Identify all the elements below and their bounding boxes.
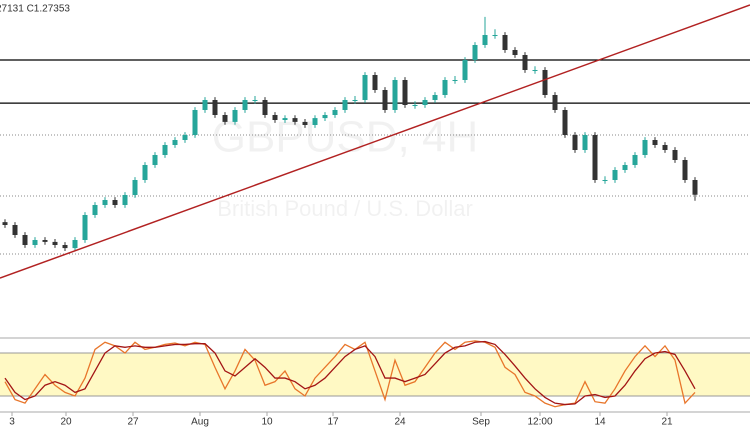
candle-body bbox=[662, 145, 668, 150]
x-tick-label: 12:00 bbox=[527, 417, 552, 428]
candle-body bbox=[222, 115, 228, 122]
candle-body bbox=[452, 80, 458, 81]
x-tick-label: 17 bbox=[327, 417, 339, 428]
candle-body bbox=[162, 145, 168, 155]
candle-body bbox=[692, 180, 698, 195]
watermark-subtitle: British Pound / U.S. Dollar bbox=[217, 196, 473, 221]
candle-body bbox=[682, 160, 688, 180]
candle-body bbox=[502, 35, 508, 50]
candle-body bbox=[42, 240, 48, 242]
x-tick-label: Aug bbox=[191, 417, 209, 428]
candle-body bbox=[192, 110, 198, 135]
candle-body bbox=[492, 35, 498, 36]
candle-body bbox=[582, 135, 588, 150]
candle-body bbox=[82, 215, 88, 240]
candle-body bbox=[652, 140, 658, 145]
candle-body bbox=[2, 222, 8, 225]
stoch-line bbox=[4, 340, 696, 408]
x-tick-label: 24 bbox=[394, 417, 406, 428]
candle-body bbox=[132, 180, 138, 195]
x-tick-label: 20 bbox=[60, 417, 72, 428]
candle-body bbox=[32, 240, 38, 245]
stoch-line bbox=[4, 340, 696, 406]
candle-body bbox=[122, 195, 128, 205]
candle-body bbox=[292, 118, 298, 122]
candle-body bbox=[352, 100, 358, 101]
watermark: GBPUSD, 4H bbox=[212, 113, 479, 162]
candle-body bbox=[342, 100, 348, 110]
candle-body bbox=[102, 200, 108, 205]
band bbox=[0, 353, 750, 396]
candle-body bbox=[632, 155, 638, 165]
candle-body bbox=[252, 100, 258, 101]
candle-body bbox=[302, 121, 308, 125]
candle-body bbox=[62, 245, 68, 249]
ohlc-header: 27131 C1.27353 bbox=[0, 4, 70, 15]
candle-body bbox=[622, 165, 628, 170]
candle-body bbox=[522, 55, 528, 70]
candle-body bbox=[212, 100, 218, 115]
candle-body bbox=[22, 235, 28, 245]
candle-body bbox=[562, 110, 568, 135]
candle-body bbox=[52, 241, 58, 245]
candle-body bbox=[392, 80, 398, 110]
candle-body bbox=[332, 110, 338, 115]
candle-body bbox=[412, 105, 418, 106]
candle-body bbox=[172, 140, 178, 145]
candle-body bbox=[372, 75, 378, 90]
candle-body bbox=[272, 115, 278, 120]
x-tick-label: Sep bbox=[472, 417, 490, 428]
candle-body bbox=[362, 75, 368, 100]
candle-body bbox=[242, 100, 248, 110]
candle-body bbox=[572, 135, 578, 150]
candle-body bbox=[542, 70, 548, 95]
x-tick-label: 27 bbox=[127, 417, 139, 428]
x-tick-label: 3 bbox=[9, 417, 15, 428]
candle-body bbox=[312, 118, 318, 125]
x-tick-label: 14 bbox=[594, 417, 606, 428]
candle-body bbox=[462, 60, 468, 80]
candle-body bbox=[602, 180, 608, 181]
candle-body bbox=[382, 90, 388, 110]
candle-body bbox=[422, 100, 428, 105]
candle-body bbox=[432, 95, 438, 100]
candle-body bbox=[612, 170, 618, 180]
candle-body bbox=[472, 45, 478, 60]
candle-body bbox=[142, 165, 148, 180]
candle-body bbox=[532, 70, 538, 71]
candle-body bbox=[182, 135, 188, 140]
candle-body bbox=[152, 155, 158, 165]
candle-body bbox=[262, 100, 268, 115]
x-tick-label: 10 bbox=[261, 417, 273, 428]
candle-body bbox=[442, 80, 448, 95]
candle-body bbox=[592, 135, 598, 180]
candle-body bbox=[672, 150, 678, 160]
candle-body bbox=[232, 110, 238, 122]
candle-body bbox=[552, 95, 558, 110]
candle-body bbox=[402, 80, 408, 105]
candle-body bbox=[112, 200, 118, 205]
x-tick-label: 21 bbox=[661, 417, 673, 428]
candle-body bbox=[482, 35, 488, 45]
candle-body bbox=[12, 225, 18, 235]
candle-body bbox=[92, 205, 98, 215]
candle-body bbox=[642, 140, 648, 155]
candle-body bbox=[202, 100, 208, 110]
candle-body bbox=[322, 115, 328, 119]
candle-body bbox=[282, 118, 288, 120]
trend-line bbox=[0, 4, 750, 279]
candle-body bbox=[512, 50, 518, 55]
candle-body bbox=[72, 240, 78, 249]
